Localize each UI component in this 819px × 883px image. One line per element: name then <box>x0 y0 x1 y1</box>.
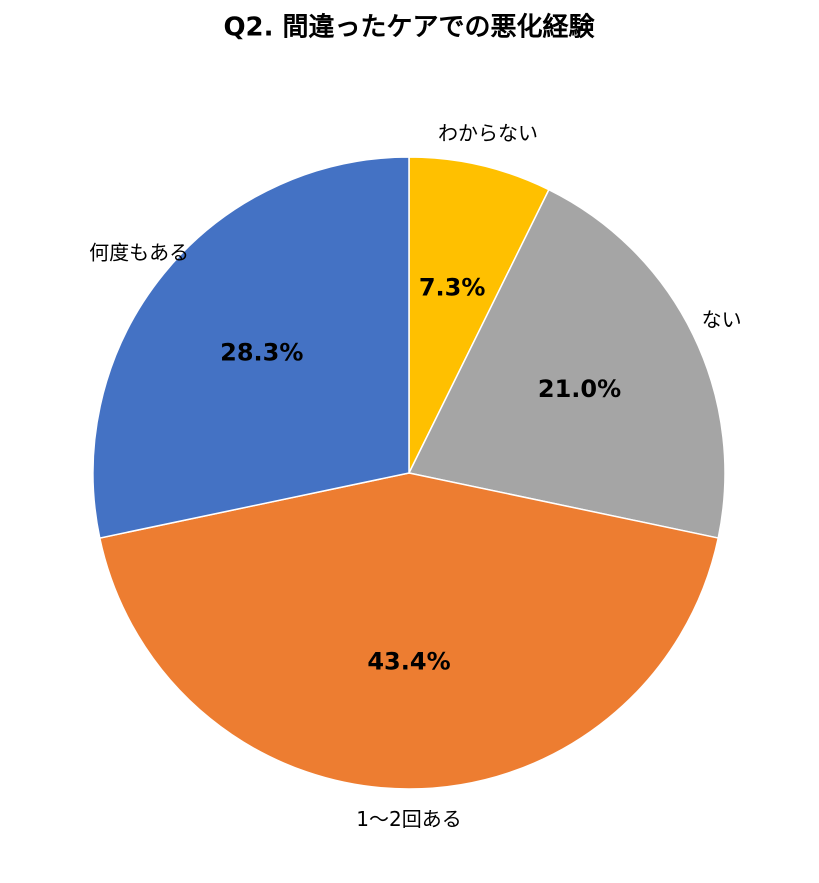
value-label: 7.3% <box>419 273 486 301</box>
pie-slice <box>408 156 550 474</box>
value-label: 21.0% <box>538 375 621 403</box>
category-label: 何度もある <box>89 240 189 264</box>
pie-slice <box>92 156 410 539</box>
pie-slice <box>407 188 726 539</box>
value-label: 43.4% <box>367 648 450 676</box>
category-label: わからない <box>438 121 538 145</box>
pie-slice <box>98 472 720 790</box>
category-label: ない <box>702 308 742 332</box>
chart-title: Q2. 間違ったケアでの悪化経験 <box>223 12 595 43</box>
category-label: 1〜2回ある <box>356 807 461 831</box>
value-label: 28.3% <box>220 339 303 367</box>
